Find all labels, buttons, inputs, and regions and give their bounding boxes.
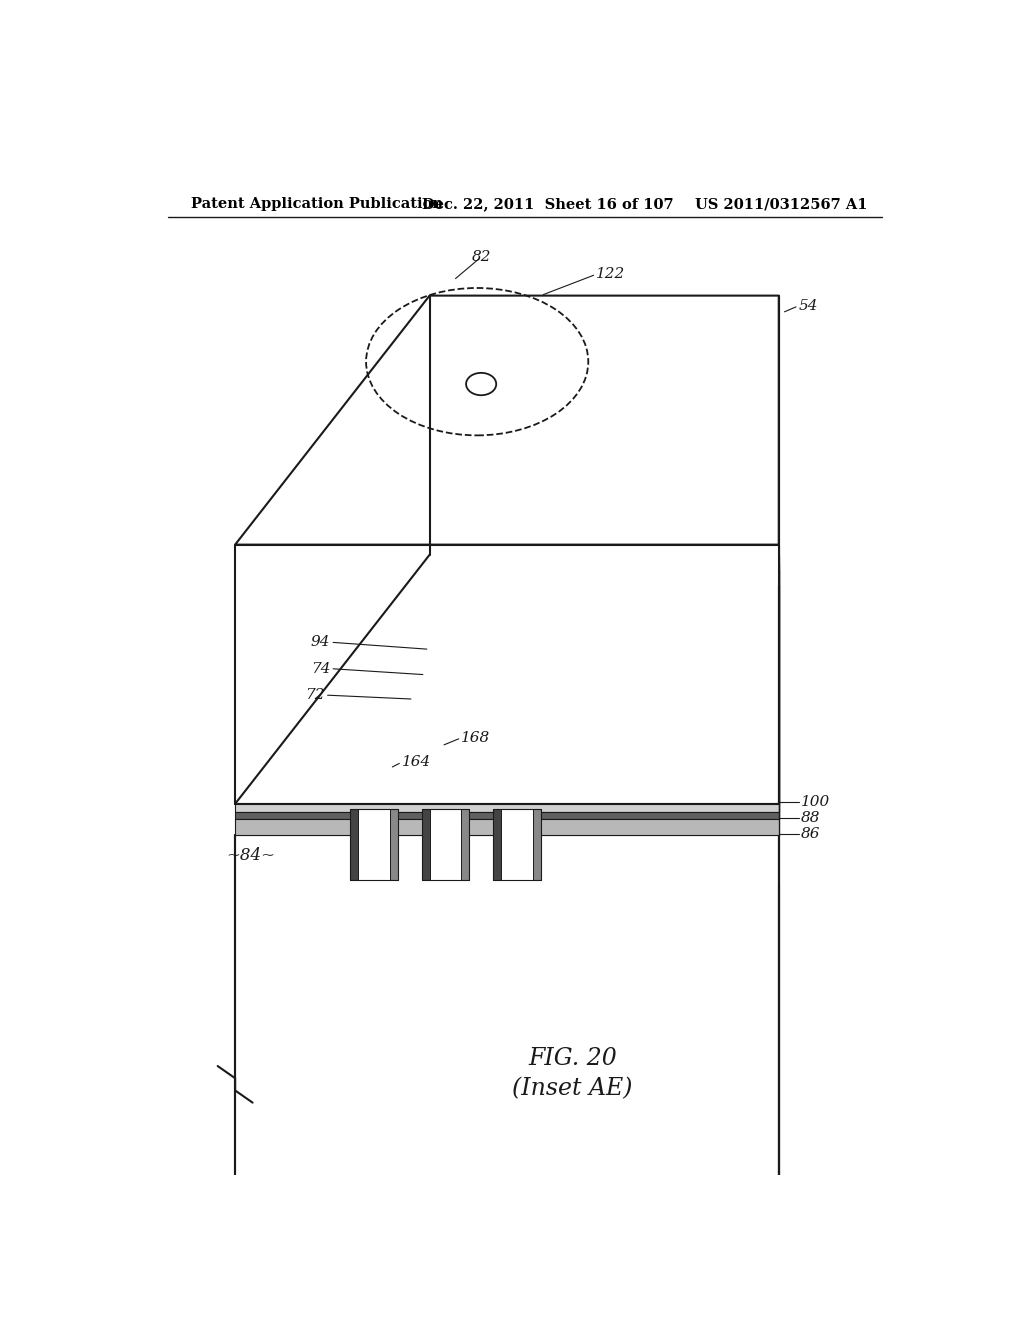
Text: Dec. 22, 2011  Sheet 16 of 107: Dec. 22, 2011 Sheet 16 of 107 [422, 197, 673, 211]
Polygon shape [390, 809, 397, 880]
Polygon shape [422, 809, 430, 880]
Polygon shape [532, 809, 541, 880]
Text: 122: 122 [596, 267, 626, 281]
Text: 72: 72 [305, 688, 325, 702]
Polygon shape [236, 545, 778, 804]
Text: 100: 100 [801, 795, 830, 809]
Text: 86: 86 [801, 828, 820, 841]
Text: 88: 88 [801, 810, 820, 825]
Polygon shape [236, 804, 778, 812]
Polygon shape [494, 809, 501, 880]
Text: 74: 74 [311, 661, 331, 676]
Text: 94: 94 [311, 635, 331, 649]
Text: 82: 82 [471, 249, 490, 264]
Polygon shape [501, 809, 532, 880]
Text: US 2011/0312567 A1: US 2011/0312567 A1 [695, 197, 868, 211]
Polygon shape [236, 836, 778, 1320]
Text: Patent Application Publication: Patent Application Publication [191, 197, 443, 211]
Text: 54: 54 [799, 298, 818, 313]
Polygon shape [358, 809, 390, 880]
Polygon shape [461, 809, 469, 880]
Polygon shape [236, 296, 778, 545]
Text: FIG. 20: FIG. 20 [528, 1047, 616, 1071]
Text: ~84~: ~84~ [226, 846, 275, 863]
Polygon shape [236, 812, 778, 818]
Text: (Inset AE): (Inset AE) [512, 1077, 633, 1101]
Polygon shape [236, 818, 778, 836]
Text: 164: 164 [401, 755, 431, 770]
Text: 168: 168 [461, 731, 490, 744]
Polygon shape [430, 809, 461, 880]
Polygon shape [350, 809, 358, 880]
